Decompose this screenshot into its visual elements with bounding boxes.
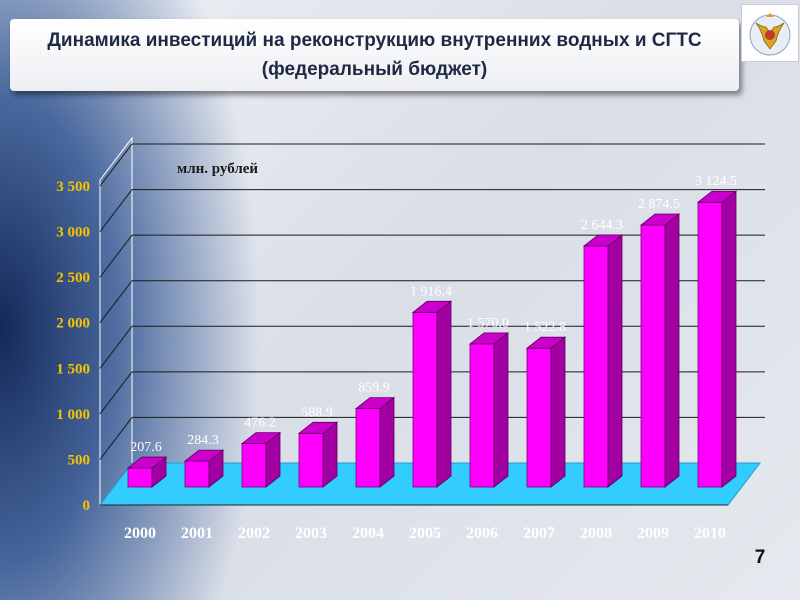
bar-top [468,332,510,345]
bar-side [493,332,509,488]
bar [526,347,552,488]
bar [640,224,666,488]
data-label: 207.6 [130,440,162,455]
data-label: 476.2 [244,416,276,431]
double-headed-eagle-icon [749,13,791,56]
emblem-logo [741,4,799,62]
data-label: 859.9 [358,381,390,396]
bar-top [411,300,453,313]
bar-top [582,234,624,247]
page-number: 7 [754,547,766,568]
bar-top [639,213,681,226]
y-tick-label: 2 000 [56,316,90,332]
x-tick-label: 2007 [523,525,555,542]
y-tick-label: 1 500 [56,361,90,377]
x-tick-label: 2004 [352,525,384,542]
bar [127,467,153,488]
gridline-diagonal [99,189,133,232]
y-tick-label: 1 000 [56,407,90,423]
bar-top [696,190,738,203]
title-box: Динамика инвестиций на реконструкцию вну… [10,19,739,91]
x-tick-label: 2001 [181,525,213,542]
bar [412,311,438,488]
data-label: 588.9 [301,405,333,420]
bar-top [240,432,282,444]
bar-side [550,336,566,488]
data-label: 1 916.4 [410,284,452,299]
x-tick-label: 2010 [694,525,726,542]
bar [355,408,381,488]
bar-side [664,213,680,488]
unit-label: млн. рублей [177,161,258,177]
x-tick-label: 2000 [124,525,156,542]
x-tick-label: 2008 [580,525,612,542]
bar [241,443,267,488]
bar-top [297,421,339,434]
y-tick-label: 0 [83,498,91,514]
bar-top [525,336,567,349]
x-tick-label: 2002 [238,525,270,542]
x-tick-label: 2009 [637,525,669,542]
bar [469,343,495,488]
x-tick-label: 2003 [295,525,327,542]
y-tick-label: 2 500 [56,270,90,286]
y-tick-label: 3 500 [56,179,90,195]
bar-top [354,397,396,410]
bar-side [607,234,623,488]
bar [298,432,324,488]
bar-top [183,449,225,462]
gridline-diagonal [99,417,133,460]
bar-side [379,396,395,488]
x-tick-label: 2005 [409,525,441,542]
data-label: 2 644.3 [581,218,623,233]
y-tick-label: 3 000 [56,225,90,241]
bar [583,245,609,488]
side-wall [99,136,133,507]
data-label: 1 570.0 [467,316,509,331]
y-tick-label: 500 [68,452,91,468]
gridline-diagonal [99,143,133,187]
data-label: 1 522.8 [524,320,566,335]
data-label: 284.3 [187,433,219,448]
gridline-diagonal [99,234,133,278]
gridline-diagonal [99,371,133,415]
bar [697,201,723,488]
x-tick-label: 2006 [466,525,498,542]
bar-side [436,300,452,488]
data-label: 3 124.5 [695,174,737,189]
bar [184,460,210,488]
gridline-diagonal [99,325,133,369]
gridline-diagonal [99,280,133,324]
slide-title: Динамика инвестиций на реконструкцию вну… [47,30,702,80]
data-label: 2 874.5 [638,197,680,212]
bar-top [126,456,168,469]
bar-side [721,190,737,488]
